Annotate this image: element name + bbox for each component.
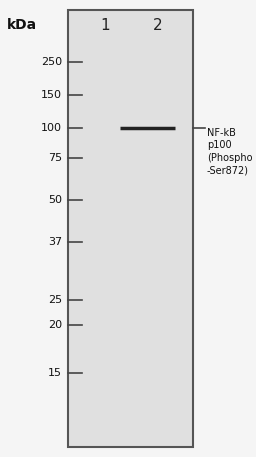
Text: 2: 2 <box>153 18 163 33</box>
Text: 20: 20 <box>48 320 62 330</box>
Text: 15: 15 <box>48 368 62 378</box>
Bar <box>68 10 193 447</box>
Text: 37: 37 <box>48 237 62 247</box>
Text: 25: 25 <box>48 295 62 305</box>
Text: 50: 50 <box>48 195 62 205</box>
Text: 150: 150 <box>41 90 62 100</box>
Text: 250: 250 <box>41 57 62 67</box>
Text: NF-kB
p100
(Phospho
-Ser872): NF-kB p100 (Phospho -Ser872) <box>207 128 252 175</box>
Text: 100: 100 <box>41 123 62 133</box>
Text: 1: 1 <box>100 18 110 33</box>
Text: 75: 75 <box>48 153 62 163</box>
Text: kDa: kDa <box>7 18 37 32</box>
